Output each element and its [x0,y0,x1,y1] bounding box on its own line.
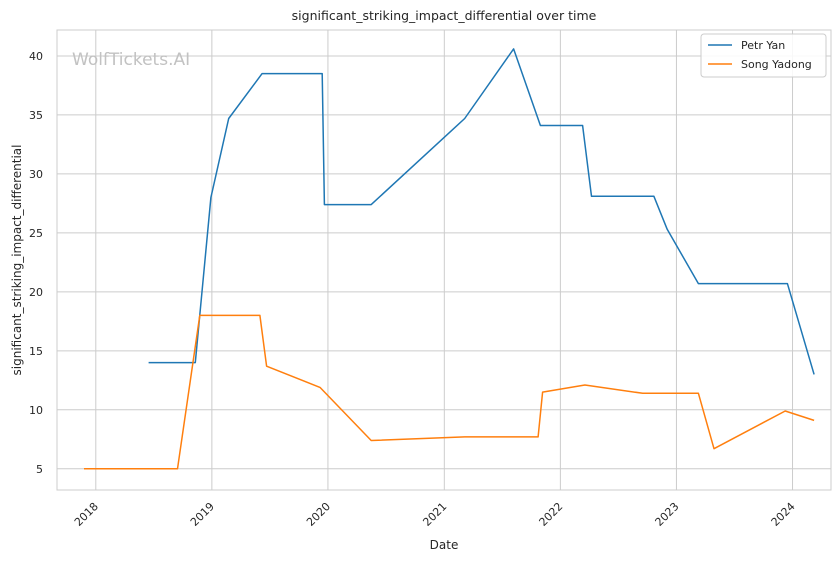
y-tick-label: 15 [29,345,43,358]
y-tick-label: 35 [29,109,43,122]
y-tick-label: 10 [29,404,43,417]
y-tick-label: 5 [36,463,43,476]
y-tick-label: 20 [29,286,43,299]
grid [57,30,831,490]
x-axis-label: Date [430,538,459,552]
legend-box [700,33,827,78]
watermark: WolfTickets.AI [72,50,190,70]
plot-frame [56,29,832,491]
legend-label-song-yadong: Song Yadong [741,58,812,71]
series-line-song-yadong [84,314,815,470]
y-tick-label: 25 [29,227,43,240]
y-axis-label: significant_striking_impact_differential [10,145,24,376]
legend: Petr Yan Song Yadong [700,33,827,78]
legend-label-petr-yan: Petr Yan [741,39,785,52]
series-layer [84,48,815,470]
y-tick-label: 40 [29,50,43,63]
chart-title: significant_striking_impact_differential… [292,8,597,23]
y-tick-label: 30 [29,168,43,181]
series-line-petr-yan [148,48,815,375]
